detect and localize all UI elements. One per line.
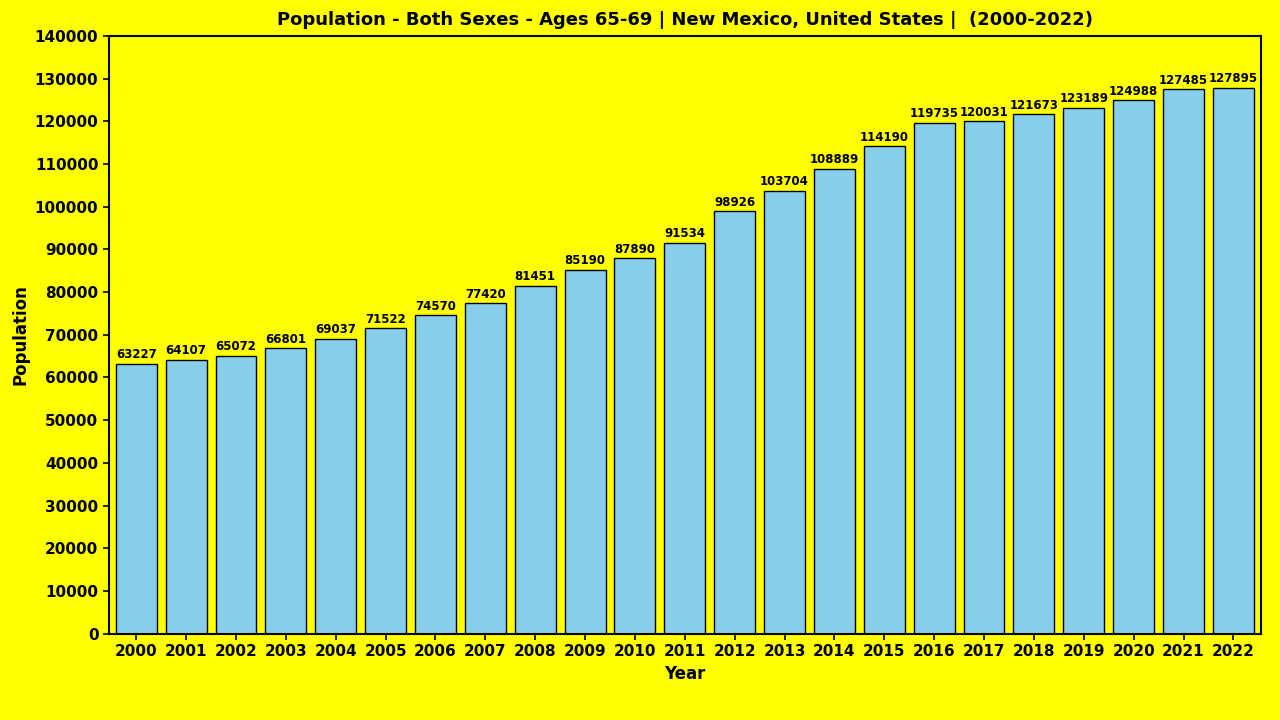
Text: 66801: 66801 xyxy=(265,333,306,346)
Bar xyxy=(1114,100,1155,634)
Text: 121673: 121673 xyxy=(1010,99,1059,112)
Bar xyxy=(914,122,955,634)
Text: 65072: 65072 xyxy=(215,341,256,354)
Bar xyxy=(964,121,1005,634)
Text: 87890: 87890 xyxy=(614,243,655,256)
Bar xyxy=(1064,108,1105,634)
Text: 103704: 103704 xyxy=(760,176,809,189)
Bar xyxy=(415,315,456,634)
Title: Population - Both Sexes - Ages 65-69 | New Mexico, United States |  (2000-2022): Population - Both Sexes - Ages 65-69 | N… xyxy=(276,11,1093,29)
Text: 64107: 64107 xyxy=(165,344,206,357)
Bar xyxy=(764,191,805,634)
X-axis label: Year: Year xyxy=(664,665,705,683)
Bar xyxy=(1213,88,1254,634)
Text: 124988: 124988 xyxy=(1108,84,1158,97)
Bar xyxy=(614,258,655,634)
Text: 127485: 127485 xyxy=(1158,74,1208,87)
Bar xyxy=(664,243,705,634)
Bar xyxy=(515,286,556,634)
Bar xyxy=(265,348,306,634)
Text: 114190: 114190 xyxy=(860,130,909,143)
Bar xyxy=(564,270,605,634)
Text: 123189: 123189 xyxy=(1060,92,1108,105)
Text: 81451: 81451 xyxy=(515,270,556,284)
Text: 74570: 74570 xyxy=(415,300,456,312)
Bar xyxy=(365,328,406,634)
Bar xyxy=(864,146,905,634)
Bar xyxy=(165,360,206,634)
Bar xyxy=(814,168,855,634)
Text: 98926: 98926 xyxy=(714,196,755,209)
Bar xyxy=(714,212,755,634)
Text: 120031: 120031 xyxy=(960,106,1009,119)
Text: 91534: 91534 xyxy=(664,228,705,240)
Bar xyxy=(215,356,256,634)
Text: 77420: 77420 xyxy=(465,287,506,300)
Text: 85190: 85190 xyxy=(564,254,605,267)
Y-axis label: Population: Population xyxy=(12,284,29,385)
Text: 71522: 71522 xyxy=(365,312,406,325)
Text: 63227: 63227 xyxy=(116,348,156,361)
Bar xyxy=(315,339,356,634)
Text: 108889: 108889 xyxy=(810,153,859,166)
Text: 127895: 127895 xyxy=(1208,72,1258,85)
Text: 119735: 119735 xyxy=(910,107,959,120)
Bar xyxy=(1164,89,1204,634)
Bar xyxy=(1014,114,1055,634)
Text: 69037: 69037 xyxy=(315,323,356,336)
Bar xyxy=(465,303,506,634)
Bar xyxy=(115,364,156,634)
